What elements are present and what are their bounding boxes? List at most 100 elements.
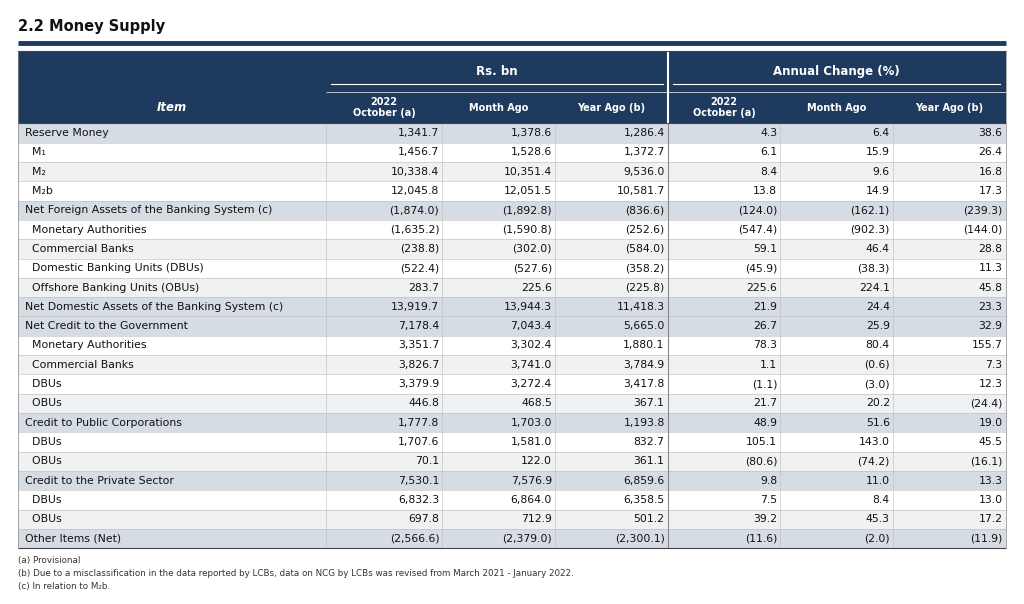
Text: (b) Due to a misclassification in the data reported by LCBs, data on NCG by LCBs: (b) Due to a misclassification in the da… bbox=[18, 569, 574, 578]
Bar bbox=[18, 374, 1006, 394]
Bar bbox=[555, 92, 668, 123]
Text: 26.4: 26.4 bbox=[979, 147, 1002, 157]
Text: 712.9: 712.9 bbox=[521, 515, 552, 524]
Text: (16.1): (16.1) bbox=[970, 457, 1002, 466]
Text: OBUs: OBUs bbox=[25, 457, 61, 466]
Text: (225.8): (225.8) bbox=[626, 283, 665, 292]
Text: 78.3: 78.3 bbox=[754, 341, 777, 350]
Text: (2,300.1): (2,300.1) bbox=[614, 534, 665, 544]
Text: 1,286.4: 1,286.4 bbox=[624, 128, 665, 138]
Text: Item: Item bbox=[157, 101, 187, 114]
Text: 7,043.4: 7,043.4 bbox=[511, 321, 552, 331]
Text: 39.2: 39.2 bbox=[754, 515, 777, 524]
Bar bbox=[18, 259, 1006, 278]
Bar bbox=[18, 432, 1006, 452]
Text: (a) Provisional: (a) Provisional bbox=[18, 556, 81, 565]
Text: 283.7: 283.7 bbox=[409, 283, 439, 292]
Text: 8.4: 8.4 bbox=[872, 495, 890, 505]
Text: 2022
October (a): 2022 October (a) bbox=[352, 97, 416, 118]
Text: 3,784.9: 3,784.9 bbox=[624, 360, 665, 370]
Text: 367.1: 367.1 bbox=[634, 399, 665, 408]
Text: Credit to Public Corporations: Credit to Public Corporations bbox=[25, 418, 181, 428]
Text: 24.4: 24.4 bbox=[866, 302, 890, 312]
Text: 15.9: 15.9 bbox=[866, 147, 890, 157]
Text: 10,581.7: 10,581.7 bbox=[616, 186, 665, 196]
Bar bbox=[18, 510, 1006, 529]
Text: 1,456.7: 1,456.7 bbox=[398, 147, 439, 157]
Bar bbox=[18, 278, 1006, 297]
Text: Net Foreign Assets of the Banking System (c): Net Foreign Assets of the Banking System… bbox=[25, 205, 272, 215]
Text: (0.6): (0.6) bbox=[864, 360, 890, 370]
Bar bbox=[18, 162, 1006, 181]
Bar bbox=[18, 239, 1006, 259]
Text: 14.9: 14.9 bbox=[866, 186, 890, 196]
Bar bbox=[18, 143, 1006, 162]
Text: (124.0): (124.0) bbox=[738, 205, 777, 215]
Text: 10,351.4: 10,351.4 bbox=[504, 167, 552, 176]
Text: 13.3: 13.3 bbox=[979, 476, 1002, 486]
Text: 122.0: 122.0 bbox=[521, 457, 552, 466]
Text: 2022
October (a): 2022 October (a) bbox=[692, 97, 756, 118]
Bar bbox=[18, 201, 1006, 220]
Text: (1,892.8): (1,892.8) bbox=[503, 205, 552, 215]
Bar bbox=[893, 92, 1006, 123]
Text: (80.6): (80.6) bbox=[744, 457, 777, 466]
Text: 446.8: 446.8 bbox=[409, 399, 439, 408]
Text: 13,944.3: 13,944.3 bbox=[504, 302, 552, 312]
Text: Other Items (Net): Other Items (Net) bbox=[25, 534, 121, 544]
Text: 70.1: 70.1 bbox=[415, 457, 439, 466]
Text: 3,417.8: 3,417.8 bbox=[624, 379, 665, 389]
Bar bbox=[18, 394, 1006, 413]
Text: 2.2 Money Supply: 2.2 Money Supply bbox=[18, 19, 166, 34]
Text: 3,302.4: 3,302.4 bbox=[511, 341, 552, 350]
Text: Commercial Banks: Commercial Banks bbox=[25, 244, 133, 254]
Text: (c) In relation to M₂b.: (c) In relation to M₂b. bbox=[18, 582, 111, 591]
Text: 1,378.6: 1,378.6 bbox=[511, 128, 552, 138]
Text: 225.6: 225.6 bbox=[521, 283, 552, 292]
Bar bbox=[668, 51, 1006, 92]
Text: 23.3: 23.3 bbox=[979, 302, 1002, 312]
Text: 501.2: 501.2 bbox=[634, 515, 665, 524]
Bar bbox=[18, 220, 1006, 239]
Text: 1,193.8: 1,193.8 bbox=[624, 418, 665, 428]
Bar bbox=[326, 51, 668, 92]
Text: Annual Change (%): Annual Change (%) bbox=[773, 65, 900, 78]
Bar bbox=[18, 452, 1006, 471]
Text: 155.7: 155.7 bbox=[972, 341, 1002, 350]
Text: 8.4: 8.4 bbox=[760, 167, 777, 176]
Text: Offshore Banking Units (OBUs): Offshore Banking Units (OBUs) bbox=[25, 283, 199, 292]
Text: (836.6): (836.6) bbox=[626, 205, 665, 215]
Text: M₂: M₂ bbox=[25, 167, 45, 176]
Text: DBUs: DBUs bbox=[25, 379, 61, 389]
Text: 3,826.7: 3,826.7 bbox=[398, 360, 439, 370]
Bar bbox=[18, 181, 1006, 201]
Text: Year Ago (b): Year Ago (b) bbox=[578, 103, 645, 112]
Text: OBUs: OBUs bbox=[25, 515, 61, 524]
Text: 45.8: 45.8 bbox=[979, 283, 1002, 292]
Text: Rs. bn: Rs. bn bbox=[476, 65, 517, 78]
Text: Commercial Banks: Commercial Banks bbox=[25, 360, 133, 370]
Text: 10,338.4: 10,338.4 bbox=[391, 167, 439, 176]
Bar bbox=[442, 92, 555, 123]
Text: 6,864.0: 6,864.0 bbox=[511, 495, 552, 505]
Text: (162.1): (162.1) bbox=[851, 205, 890, 215]
Text: 9.6: 9.6 bbox=[872, 167, 890, 176]
Text: (1,590.8): (1,590.8) bbox=[502, 225, 552, 234]
Text: (527.6): (527.6) bbox=[513, 263, 552, 273]
Text: (1,635.2): (1,635.2) bbox=[390, 225, 439, 234]
Text: (11.9): (11.9) bbox=[970, 534, 1002, 544]
Text: Month Ago: Month Ago bbox=[469, 103, 528, 112]
Text: 6.1: 6.1 bbox=[760, 147, 777, 157]
Text: 25.9: 25.9 bbox=[866, 321, 890, 331]
Text: 6.4: 6.4 bbox=[872, 128, 890, 138]
Text: 11,418.3: 11,418.3 bbox=[616, 302, 665, 312]
Bar bbox=[18, 51, 326, 123]
Text: Reserve Money: Reserve Money bbox=[25, 128, 109, 138]
Text: 11.0: 11.0 bbox=[865, 476, 890, 486]
Text: (2,379.0): (2,379.0) bbox=[502, 534, 552, 544]
Text: 38.6: 38.6 bbox=[979, 128, 1002, 138]
Text: (2.0): (2.0) bbox=[864, 534, 890, 544]
Text: 6,832.3: 6,832.3 bbox=[398, 495, 439, 505]
Bar bbox=[18, 471, 1006, 490]
Text: 20.2: 20.2 bbox=[865, 399, 890, 408]
